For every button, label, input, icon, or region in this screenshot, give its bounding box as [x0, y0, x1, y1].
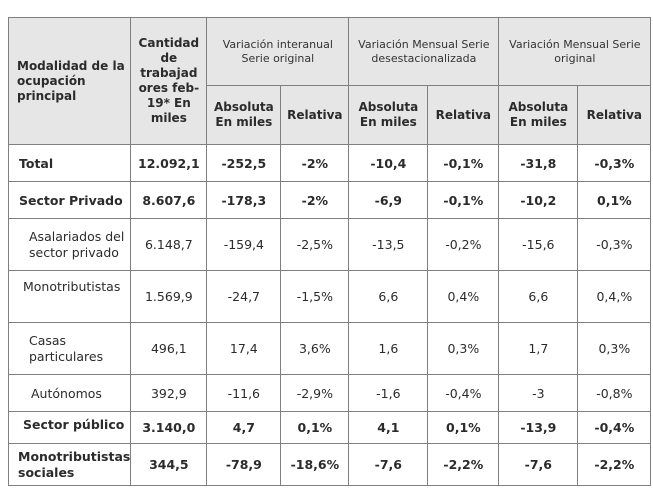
cell-value: -252,5 — [206, 144, 282, 182]
cell-value: -2,5% — [280, 218, 350, 271]
cell-value: -10,2 — [498, 181, 579, 219]
cell-value: -3 — [498, 374, 579, 412]
row-label: Casas particulares — [7, 322, 132, 375]
table-row: Sector público 3.140,0 4,7 0,1% 4,1 0,1%… — [7, 411, 652, 444]
cell-value: 1,6 — [348, 322, 429, 375]
row-label: Sector público — [7, 411, 132, 444]
header-mensual-original: Variación Mensual Serie original — [498, 17, 652, 86]
table-row: Asalariados del sector privado 6.148,7 -… — [7, 218, 652, 271]
cell-value: -1,5% — [280, 270, 350, 323]
header-mensual-desest: Variación Mensual Serie desestacionaliza… — [348, 17, 500, 86]
table-row: Total 12.092,1 -252,5 -2% -10,4 -0,1% -3… — [7, 144, 652, 182]
cell-value: -1,6 — [348, 374, 429, 412]
cell-cantidad: 12.092,1 — [130, 144, 208, 182]
table-row: Autónomos 392,9 -11,6 -2,9% -1,6 -0,4% -… — [7, 374, 652, 412]
cell-cantidad: 392,9 — [130, 374, 208, 412]
cell-value: -0,3% — [577, 144, 652, 182]
header-interanual: Variación interanual Serie original — [206, 17, 350, 86]
cell-cantidad: 344,5 — [130, 443, 208, 486]
cell-value: -7,6 — [498, 443, 579, 486]
cell-cantidad: 496,1 — [130, 322, 208, 375]
cell-cantidad: 3.140,0 — [130, 411, 208, 444]
cell-value: 6,6 — [498, 270, 579, 323]
cell-value: 0,1% — [577, 181, 652, 219]
table-row: Sector Privado 8.607,6 -178,3 -2% -6,9 -… — [7, 181, 652, 219]
header-cantidad: Cantidad de trabajad ores feb-19* En mil… — [130, 17, 208, 145]
cell-value: -2,9% — [280, 374, 350, 412]
cell-cantidad: 6.148,7 — [130, 218, 208, 271]
cell-cantidad: 1.569,9 — [130, 270, 208, 323]
cell-value: -178,3 — [206, 181, 282, 219]
cell-value: 0,3% — [427, 322, 500, 375]
cell-value: -13,9 — [498, 411, 579, 444]
row-label: Sector Privado — [7, 181, 132, 219]
cell-value: -15,6 — [498, 218, 579, 271]
cell-value: -0,1% — [427, 181, 500, 219]
employment-table: Modalidad de la ocupación principal Cant… — [7, 17, 652, 486]
cell-value: -2,2% — [577, 443, 652, 486]
header-absoluta: Absoluta En miles — [206, 85, 282, 145]
cell-value: 0,4,% — [577, 270, 652, 323]
cell-value: 0,1% — [427, 411, 500, 444]
header-absoluta: Absoluta En miles — [498, 85, 579, 145]
cell-value: 3,6% — [280, 322, 350, 375]
cell-value: -2,2% — [427, 443, 500, 486]
header-absoluta: Absoluta En miles — [348, 85, 429, 145]
cell-value: 6,6 — [348, 270, 429, 323]
cell-value: -2% — [280, 181, 350, 219]
cell-value: -24,7 — [206, 270, 282, 323]
table-row: Monotributistas sociales 344,5 -78,9 -18… — [7, 443, 652, 486]
row-label: Monotributistas sociales — [7, 443, 132, 486]
header-relativa: Relativa — [280, 85, 350, 145]
cell-value: 4,7 — [206, 411, 282, 444]
cell-value: 1,7 — [498, 322, 579, 375]
cell-value: -6,9 — [348, 181, 429, 219]
cell-value: -7,6 — [348, 443, 429, 486]
cell-value: -10,4 — [348, 144, 429, 182]
cell-value: 0,4% — [427, 270, 500, 323]
cell-value: -78,9 — [206, 443, 282, 486]
row-label: Asalariados del sector privado — [7, 218, 132, 271]
row-label: Monotributistas — [7, 270, 132, 323]
cell-value: -0,3% — [577, 218, 652, 271]
cell-value: -0,4% — [577, 411, 652, 444]
table-row: Casas particulares 496,1 17,4 3,6% 1,6 0… — [7, 322, 652, 375]
table-row: Monotributistas 1.569,9 -24,7 -1,5% 6,6 … — [7, 270, 652, 323]
cell-cantidad: 8.607,6 — [130, 181, 208, 219]
cell-value: -159,4 — [206, 218, 282, 271]
cell-value: -2% — [280, 144, 350, 182]
cell-value: 4,1 — [348, 411, 429, 444]
header-modalidad: Modalidad de la ocupación principal — [7, 17, 132, 145]
header-relativa: Relativa — [577, 85, 652, 145]
cell-value: -18,6% — [280, 443, 350, 486]
cell-value: -11,6 — [206, 374, 282, 412]
header-relativa: Relativa — [427, 85, 500, 145]
cell-value: -31,8 — [498, 144, 579, 182]
row-label: Total — [7, 144, 132, 182]
row-label: Autónomos — [7, 374, 132, 412]
cell-value: -0,8% — [577, 374, 652, 412]
cell-value: -13,5 — [348, 218, 429, 271]
cell-value: -0,1% — [427, 144, 500, 182]
cell-value: -0,4% — [427, 374, 500, 412]
cell-value: 0,1% — [280, 411, 350, 444]
cell-value: 17,4 — [206, 322, 282, 375]
cell-value: -0,2% — [427, 218, 500, 271]
cell-value: 0,3% — [577, 322, 652, 375]
